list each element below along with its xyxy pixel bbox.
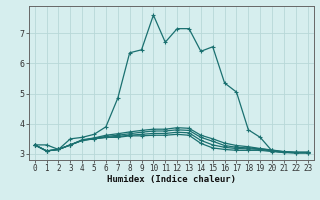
- X-axis label: Humidex (Indice chaleur): Humidex (Indice chaleur): [107, 175, 236, 184]
